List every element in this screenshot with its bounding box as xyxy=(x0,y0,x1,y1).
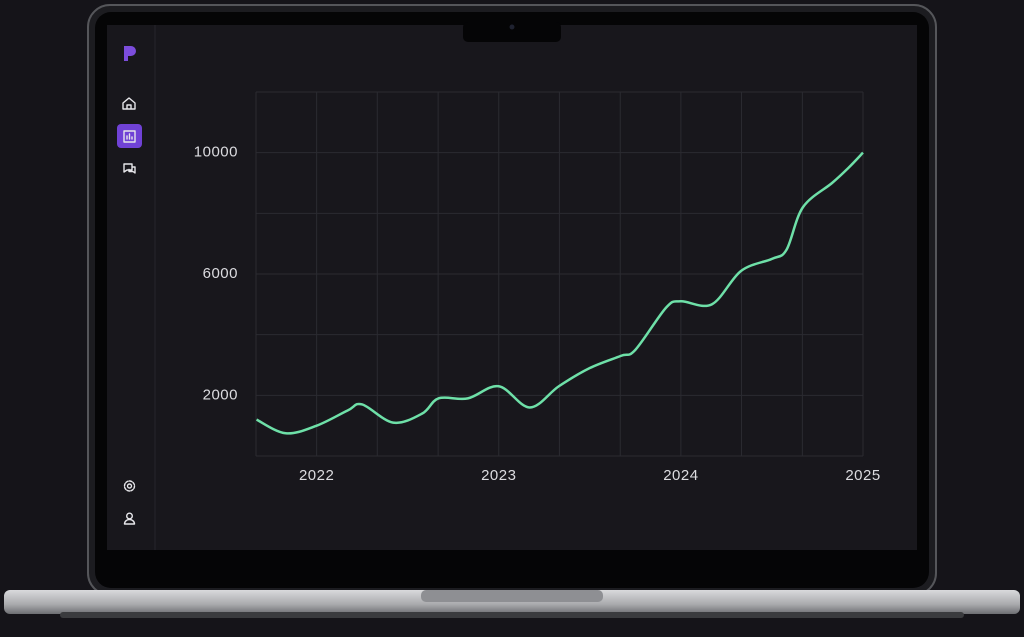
y-tick-label: 2000 xyxy=(203,386,238,403)
base-shadow xyxy=(60,612,964,618)
y-tick-label: 6000 xyxy=(203,265,238,282)
analytics-icon xyxy=(123,130,136,143)
nav-profile[interactable] xyxy=(123,512,136,525)
trackpad-notch xyxy=(421,590,603,602)
nav-messages[interactable] xyxy=(123,163,136,174)
screen xyxy=(107,25,917,550)
x-tick-label: 2022 xyxy=(299,467,334,484)
x-tick-label: 2025 xyxy=(845,467,880,484)
logo[interactable] xyxy=(124,46,136,61)
x-tick-label: 2023 xyxy=(481,467,516,484)
x-tick-label: 2024 xyxy=(663,467,698,484)
notch xyxy=(463,22,561,42)
line-series xyxy=(255,151,864,435)
chart: 2000 6000 10000 2022 2023 2024 2025 xyxy=(194,91,880,484)
nav-settings[interactable] xyxy=(123,480,136,492)
nav-home[interactable] xyxy=(122,97,136,110)
camera xyxy=(509,24,515,30)
y-tick-label: 10000 xyxy=(194,144,238,161)
